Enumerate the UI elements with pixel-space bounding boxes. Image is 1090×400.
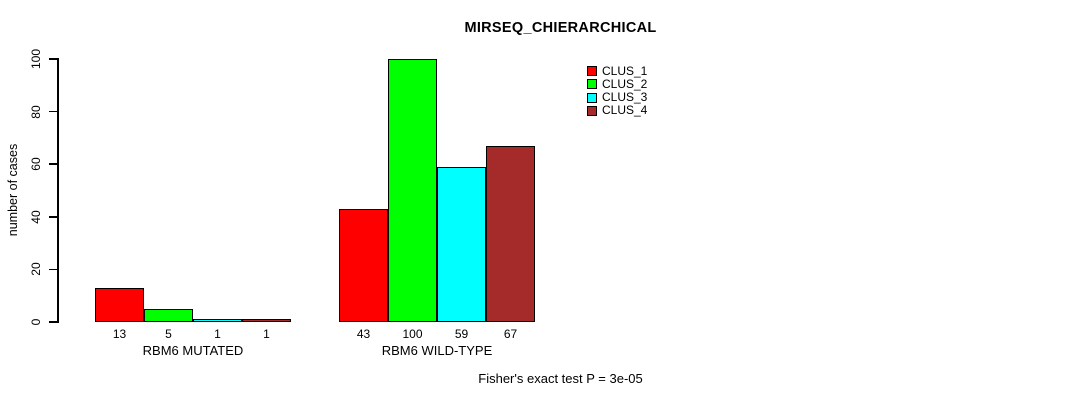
bar-clus_4-rbm6-wild-type <box>486 146 535 322</box>
legend-label: CLUS_3 <box>602 90 648 105</box>
legend-label: CLUS_2 <box>602 76 648 91</box>
bar-value-label: 5 <box>165 327 172 341</box>
y-tick-mark <box>49 268 58 271</box>
bar-clus_3-rbm6-wild-type <box>437 167 486 322</box>
legend-swatch-clus_4 <box>587 105 597 116</box>
y-tick-label: 60 <box>29 157 43 171</box>
bar-clus_1-rbm6-mutated <box>95 288 144 322</box>
chart-title: MIRSEQ_CHIERARCHICAL <box>464 20 657 36</box>
legend-label: CLUS_1 <box>602 63 648 78</box>
y-tick-mark <box>49 58 58 60</box>
y-tick-mark <box>49 163 58 165</box>
footer-stat-text: Fisher's exact test P = 3e-05 <box>478 371 643 386</box>
legend-swatch-clus_3 <box>587 92 597 103</box>
y-tick-label: 0 <box>29 318 43 326</box>
legend-swatch-clus_2 <box>587 79 597 90</box>
bar-clus_3-rbm6-mutated <box>193 319 242 322</box>
bar-clus_2-rbm6-mutated <box>144 309 193 322</box>
bar-value-label: 67 <box>503 327 518 341</box>
legend-swatch-clus_1 <box>587 66 597 76</box>
y-tick-mark <box>49 110 58 113</box>
y-tick-label: 20 <box>29 262 43 277</box>
bar-clus_2-rbm6-wild-type <box>388 59 437 322</box>
y-tick-mark <box>49 216 58 218</box>
category-label: RBM6 MUTATED <box>142 343 244 358</box>
y-axis-label: number of cases <box>6 143 20 237</box>
bar-value-label: 1 <box>263 327 270 341</box>
bar-value-label: 100 <box>402 327 423 341</box>
y-axis-line <box>57 58 59 323</box>
y-tick-label: 80 <box>29 104 43 119</box>
bar-value-label: 13 <box>112 327 127 341</box>
bar-clus_1-rbm6-wild-type <box>339 209 388 322</box>
bar-value-label: 43 <box>356 327 371 341</box>
y-tick-label: 100 <box>29 48 43 70</box>
legend-label: CLUS_4 <box>602 103 648 118</box>
bar-value-label: 1 <box>214 327 221 341</box>
bar-value-label: 59 <box>454 327 469 341</box>
category-label: RBM6 WILD-TYPE <box>381 343 493 358</box>
bar-clus_4-rbm6-mutated <box>242 319 291 322</box>
y-tick-label: 40 <box>29 210 43 224</box>
y-tick-mark <box>49 321 58 323</box>
